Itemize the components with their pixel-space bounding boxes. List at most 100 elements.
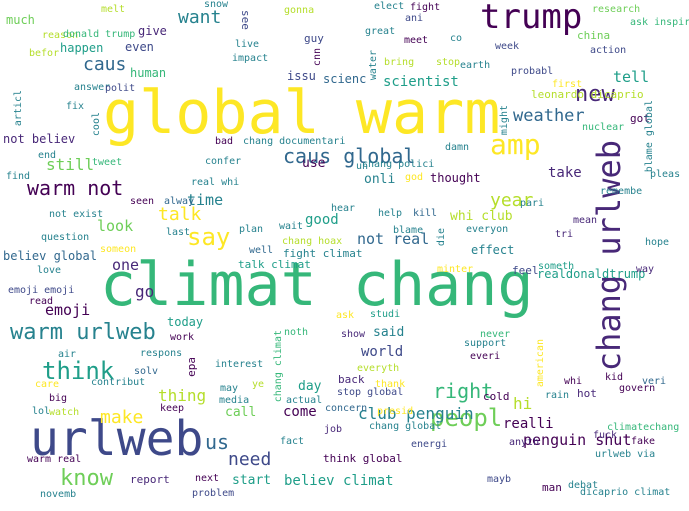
word: right: [433, 379, 494, 403]
word: co: [450, 33, 463, 44]
word: still: [46, 155, 95, 174]
word: support: [464, 338, 507, 349]
word: back: [338, 373, 365, 386]
word: respons: [140, 348, 183, 359]
word: kid: [605, 372, 624, 383]
word: noth: [284, 327, 309, 338]
word: alway: [164, 196, 195, 207]
word: issu: [287, 69, 316, 83]
word: chang hoax: [282, 236, 343, 247]
word: problem: [192, 488, 235, 499]
word: report: [130, 473, 170, 486]
word: confer: [205, 156, 242, 167]
word: everyth: [357, 363, 400, 374]
word: action: [590, 45, 627, 56]
word: tweet: [92, 157, 123, 168]
word: watch: [49, 407, 80, 418]
word: end: [38, 150, 57, 161]
word: blame: [393, 225, 424, 236]
word: said: [373, 325, 405, 340]
word: take: [548, 165, 582, 181]
word: donald trump: [63, 29, 136, 40]
word: concern: [325, 403, 368, 414]
word: trump: [480, 0, 583, 37]
word: us: [205, 430, 230, 454]
word: not exist: [49, 209, 104, 220]
word: look: [97, 217, 134, 235]
word: great: [365, 26, 396, 37]
word: weather: [513, 106, 585, 126]
word: show: [341, 329, 366, 340]
word: want: [178, 7, 222, 28]
word: die: [436, 228, 447, 247]
word: ask: [336, 310, 355, 321]
word: believ global: [3, 249, 97, 263]
word: next: [195, 473, 220, 484]
word: effect: [471, 243, 515, 257]
word: elect: [374, 1, 405, 12]
word: mayb: [487, 474, 512, 485]
word: well: [249, 245, 274, 256]
word: cool: [91, 112, 102, 137]
word: wait: [279, 221, 304, 232]
word: stop global: [337, 387, 404, 398]
word: global warm: [103, 78, 501, 148]
word: bring: [384, 57, 415, 68]
word: year: [490, 190, 534, 211]
word: hear: [331, 203, 356, 214]
word: real whi: [191, 177, 240, 188]
word: urlweb: [30, 411, 204, 467]
word: see: [239, 10, 252, 30]
word: time: [187, 191, 224, 209]
word: week: [495, 41, 520, 52]
word: anyth: [509, 437, 540, 448]
word: fake: [631, 436, 656, 447]
word: peopl: [430, 404, 503, 432]
word: live: [235, 39, 260, 50]
word: caus: [83, 54, 127, 75]
word: say: [187, 223, 231, 251]
word: chang documentari: [243, 136, 346, 147]
word: use: [302, 156, 326, 171]
word: god: [405, 172, 424, 183]
word: pari: [520, 198, 545, 209]
word: scientist: [383, 74, 459, 90]
word: hi: [513, 394, 533, 413]
word: never: [480, 329, 511, 340]
word: work: [170, 332, 195, 343]
word: read: [29, 296, 54, 307]
word: warm urlweb: [10, 320, 156, 345]
word: care: [35, 379, 60, 390]
word: energi: [411, 439, 448, 450]
word: talk climat: [238, 258, 311, 271]
word: epa: [185, 357, 198, 377]
word: urlweb via: [595, 449, 656, 460]
word: emoji: [45, 301, 91, 319]
word: hope: [645, 237, 670, 248]
word: keep: [160, 403, 185, 414]
word: damn: [445, 142, 470, 153]
word: believ climat: [284, 473, 394, 489]
word: onli: [364, 172, 396, 187]
word: human: [130, 66, 167, 80]
word: thing: [158, 386, 207, 405]
word: probabl: [511, 66, 554, 77]
word: meet: [404, 35, 429, 46]
word: come: [283, 404, 317, 420]
word: climat chang: [100, 250, 534, 320]
word: last: [166, 227, 191, 238]
word: not real: [357, 230, 430, 248]
word: research: [592, 4, 641, 15]
word: not believ: [3, 132, 76, 146]
word: man: [542, 481, 562, 494]
word: fight: [410, 2, 441, 13]
word: kill: [413, 208, 438, 219]
word: one: [112, 256, 140, 274]
word: find: [6, 171, 31, 182]
word: everi: [470, 351, 501, 362]
word: guy: [304, 32, 324, 45]
word: chang climat: [273, 330, 284, 403]
word: amp: [490, 128, 541, 161]
word: everyon: [466, 224, 509, 235]
word: think: [42, 357, 115, 385]
